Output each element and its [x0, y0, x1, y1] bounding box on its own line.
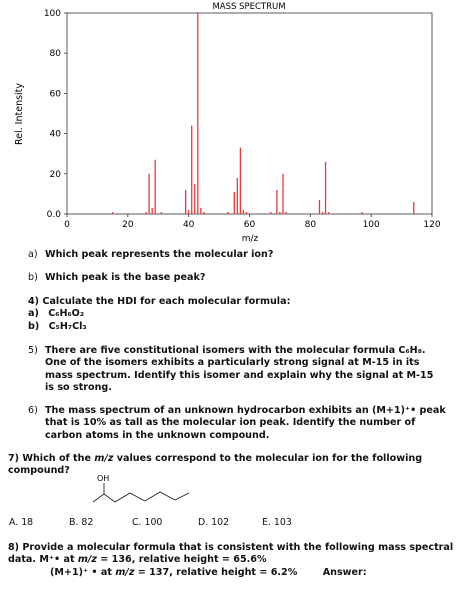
question-4: 4) Calculate the HDI for each molecular …	[28, 296, 448, 333]
question-8: 8) Provide a molecular formula that is c…	[8, 542, 468, 579]
option-b[interactable]: B. 82	[69, 517, 94, 528]
question-7-mz: m/z	[94, 453, 114, 464]
question-6: 6) The mass spectrum of an unknown hydro…	[28, 405, 448, 442]
question-5-text: There are five constitutional isomers wi…	[45, 345, 434, 394]
question-8-line2-pre: data. M⁺• at	[8, 554, 78, 566]
y-tick-label: 0.0	[47, 210, 62, 220]
question-8-mz-2: m/z	[115, 566, 135, 578]
question-a-text: Which peak represents the molecular ion?	[45, 249, 274, 260]
y-tick-label: 100	[44, 9, 61, 19]
question-6-number: 6)	[28, 405, 38, 416]
question-4-prompt: 4) Calculate the HDI for each molecular …	[28, 296, 291, 307]
carbon-chain	[92, 491, 190, 503]
x-tick-label: 100	[363, 220, 380, 230]
question-a: a) Which peak represents the molecular i…	[28, 249, 448, 261]
x-tick-label: 0	[64, 220, 70, 230]
option-d[interactable]: D. 102	[198, 517, 230, 528]
question-8-line3-pre: (M+1)⁺ • at	[50, 566, 116, 578]
compound-structure: OH	[92, 474, 190, 503]
question-8-line3: (M+1)⁺ • at m/z = 137, relative height =…	[8, 567, 468, 579]
question-7: 7) Which of the m/z values correspond to…	[8, 453, 448, 478]
question-a-label: a)	[28, 249, 38, 260]
question-4b-formula: C₅H₇Cl₃	[48, 320, 87, 332]
question-8-mz-1: m/z	[77, 554, 97, 566]
question-8-line2-post: = 136, relative height = 65.6%	[96, 554, 267, 566]
x-tick-label: 60	[244, 220, 256, 230]
y-axis-label: Rel. Intensity	[14, 83, 25, 145]
x-axis-label: m/z	[242, 234, 259, 244]
question-5-number: 5)	[28, 345, 38, 356]
y-tick-label: 80	[50, 49, 62, 59]
question-6-text: The mass spectrum of an unknown hydrocar…	[45, 405, 446, 441]
chart-title: MASS SPECTRUM	[212, 2, 285, 12]
question-4a: a) C₆H₆O₂	[28, 308, 448, 320]
y-tick-label: 40	[50, 130, 62, 140]
question-b: b) Which peak is the base peak?	[28, 272, 448, 284]
question-8-line1: 8) Provide a molecular formula that is c…	[8, 542, 454, 553]
question-b-text: Which peak is the base peak?	[45, 272, 206, 283]
option-e[interactable]: E. 103	[262, 517, 292, 528]
x-tick-label: 80	[305, 220, 317, 230]
mass-spectrum-chart: MASS SPECTRUM Rel. Intensity m/z 0 20 40 60…	[14, 2, 441, 244]
question-8-line3-post: = 137, relative height = 6.2%	[134, 566, 298, 578]
plot-frame	[66, 12, 433, 215]
x-tick-label: 20	[122, 220, 134, 230]
question-7-text-pre: 7) Which of the	[8, 453, 95, 464]
question-b-label: b)	[28, 272, 38, 283]
hydroxyl-label: OH	[97, 474, 109, 483]
question-4b-label: b)	[28, 320, 40, 332]
y-tick-label: 60	[50, 89, 62, 99]
question-4a-formula: C₆H₆O₂	[48, 308, 85, 320]
question-4a-label: a)	[28, 308, 39, 320]
y-tick-label: 20	[50, 170, 62, 180]
answer-label: Answer:	[322, 566, 367, 578]
question-8-line2: data. M⁺• at m/z = 136, relative height …	[8, 554, 468, 566]
question-4b: b) C₅H₇Cl₃	[28, 321, 448, 333]
x-tick-label: 120	[423, 220, 440, 230]
question-7-text-post: values correspond to the molecular ion f…	[8, 453, 423, 477]
option-a[interactable]: A. 18	[9, 517, 34, 528]
x-tick-label: 40	[183, 220, 195, 230]
question-5: 5) There are five constitutional isomers…	[28, 345, 438, 395]
option-c[interactable]: C. 100	[132, 517, 163, 528]
